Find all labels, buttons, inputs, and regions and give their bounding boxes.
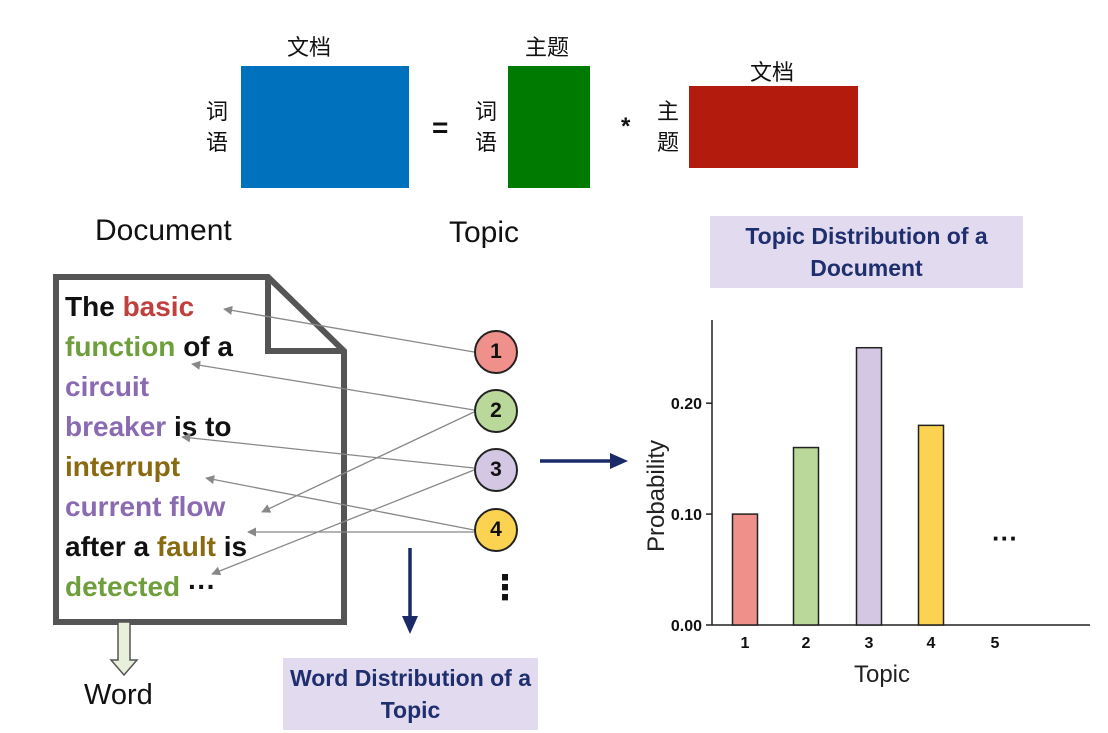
document-line: function of a	[65, 327, 247, 367]
word-is: is	[223, 531, 248, 562]
chart-x-axis-title: Topic	[854, 661, 910, 688]
word-current-flow: current flow	[65, 491, 226, 522]
matrix-middle-side-label: 词语	[474, 100, 497, 156]
word-detected: detected	[65, 571, 181, 602]
word-after-a: after a	[65, 531, 150, 562]
chart-bar-topic-4	[917, 424, 945, 626]
document-page-outline	[53, 274, 347, 625]
connector-2-function	[191, 360, 475, 411]
chart-x-tick-label: 5	[991, 635, 1000, 652]
document-text: The basic function of a circuit breaker …	[65, 287, 247, 607]
chart-y-tick-label: 0.10	[671, 507, 702, 524]
document-line: interrupt	[65, 447, 247, 487]
right-arrow-to-chart	[540, 453, 628, 469]
word-basic: basic	[122, 291, 195, 322]
matrix-right-side-label: 主题	[656, 100, 679, 156]
chart-bar-topic-2	[792, 446, 820, 626]
matrix-left-side-label: 词语	[205, 100, 228, 156]
word-circuit: circuit	[65, 371, 150, 402]
document-more: ···	[187, 571, 216, 602]
topic-document-matrix	[689, 86, 858, 168]
word-document-matrix	[241, 66, 409, 188]
document-line: circuit	[65, 367, 247, 407]
topic-circle-2: 2	[474, 389, 518, 433]
connector-3-current-flow	[211, 469, 475, 576]
connector-4-interrupt	[205, 475, 475, 531]
topic-probability-chart: 0.00 0.10 0.20 1 2 3 4 5 Probability Topic ···	[643, 320, 1090, 688]
word-the: The	[65, 291, 115, 322]
chart-bar-topic-3	[855, 346, 883, 626]
word-distribution-banner: Word Distribution of a Topic	[283, 658, 538, 730]
word-distribution-text: Word Distribution of a Topic	[289, 665, 532, 723]
word-interrupt: interrupt	[65, 451, 181, 482]
chart-y-tick-label: 0.20	[671, 396, 702, 413]
topic-distribution-text: Topic Distribution of a Document	[745, 223, 988, 281]
word-breaker: breaker	[65, 411, 167, 442]
chart-x-tick-label: 2	[802, 635, 811, 652]
word-fault: fault	[156, 531, 216, 562]
word-topic-matrix	[508, 66, 590, 188]
chart-more-ellipsis: ···	[992, 523, 1018, 553]
topic-circle-4: 4	[474, 508, 518, 552]
matrix-right-top-label: 文档	[750, 61, 795, 86]
chart-x-tick-label: 4	[927, 635, 936, 652]
connector-2-detected	[261, 411, 475, 513]
down-arrow-to-word-distribution	[402, 548, 418, 634]
chart-x-tick-label: 1	[741, 635, 750, 652]
connector-3-breaker	[181, 433, 475, 469]
document-line: detected ···	[65, 567, 247, 607]
document-line: The basic	[65, 287, 247, 327]
document-line: breaker is to	[65, 407, 247, 447]
document-line: current flow	[65, 487, 247, 527]
word-label: Word	[84, 679, 153, 711]
chart-y-tick-label: 0.00	[671, 618, 702, 635]
topic-word-connectors	[181, 305, 475, 576]
connector-1-basic	[223, 305, 475, 353]
chart-y-axis-title: Probability	[643, 440, 670, 552]
document-line: after a fault is	[65, 527, 247, 567]
topics-more-ellipsis: ⋮	[488, 569, 522, 607]
document-heading: Document	[95, 214, 232, 247]
chart-x-tick-label: 3	[865, 635, 874, 652]
word-function: function	[65, 331, 176, 362]
topic-circle-1: 1	[474, 330, 518, 374]
matrix-middle-top-label: 主题	[525, 36, 570, 61]
document-page-fold	[265, 277, 344, 354]
chart-bar-topic-1	[731, 513, 759, 626]
topic-circle-3: 3	[474, 448, 518, 492]
word-of-a: of a	[183, 331, 233, 362]
topic-heading: Topic	[449, 216, 520, 249]
matrix-left-top-label: 文档	[287, 36, 332, 61]
multiply-sign: *	[621, 113, 631, 140]
topic-distribution-banner: Topic Distribution of a Document	[710, 216, 1023, 288]
word-down-arrow	[109, 621, 139, 677]
equals-sign: =	[432, 112, 449, 143]
